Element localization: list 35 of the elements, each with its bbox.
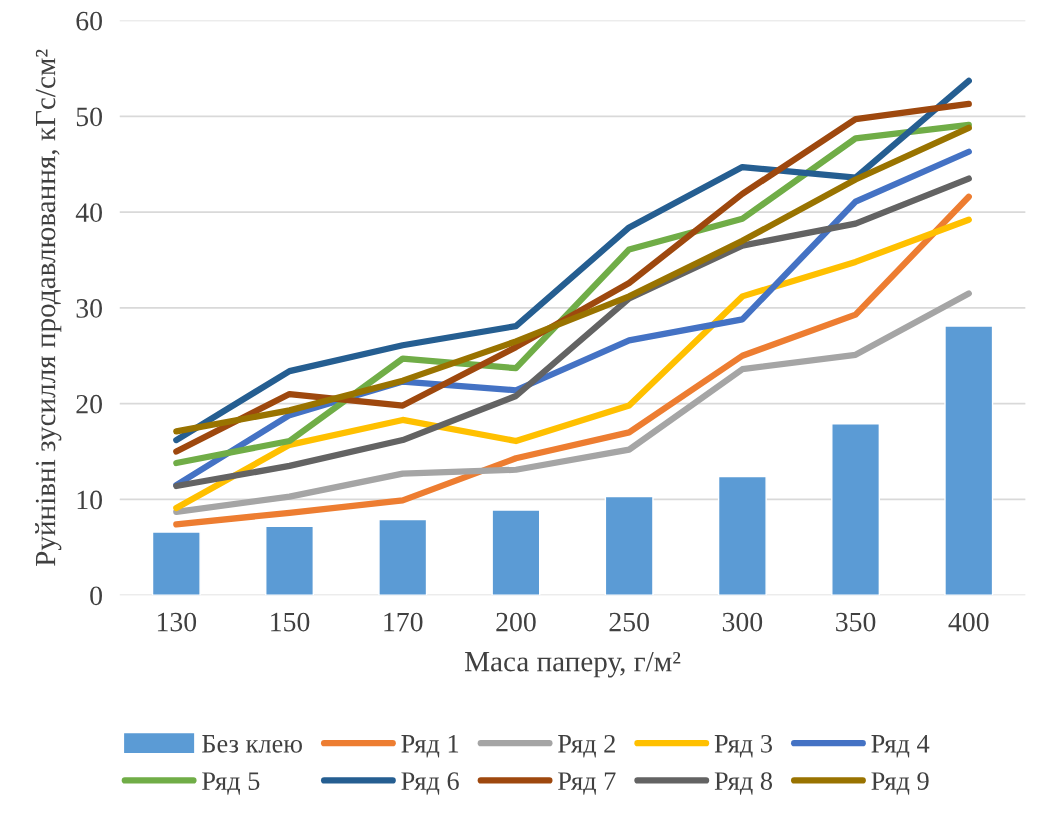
bar xyxy=(717,475,767,596)
bar xyxy=(491,509,541,596)
bar xyxy=(604,495,654,596)
x-tick-label: 350 xyxy=(836,612,876,632)
legend-label: Ряд 7 xyxy=(558,772,616,795)
x-tick-label: 400 xyxy=(948,612,989,632)
bar xyxy=(265,525,314,596)
bar xyxy=(151,531,201,596)
bar xyxy=(944,325,994,596)
y-tick-label: 20 xyxy=(76,394,102,414)
bar xyxy=(831,423,881,596)
legend-label: Ряд 4 xyxy=(871,735,930,758)
legend-label: Без клею xyxy=(202,735,302,753)
legend-label: Ряд 3 xyxy=(714,734,772,758)
y-tick-label: 60 xyxy=(76,11,102,31)
y-tick-label: 30 xyxy=(76,299,102,318)
y-tick-label: 0 xyxy=(90,586,102,606)
y-axis-title: Руйнівні зусилля продавлювання, кГс/см² xyxy=(35,49,62,567)
legend-label: Ряд 9 xyxy=(871,772,929,795)
x-tick-label: 170 xyxy=(384,612,423,632)
bar xyxy=(378,518,428,596)
legend-label: Ряд 6 xyxy=(401,772,459,795)
x-tick-label: 250 xyxy=(609,612,649,632)
legend-label: Ряд 8 xyxy=(714,772,773,795)
y-tick-label: 50 xyxy=(76,107,102,127)
x-axis-title: Маса паперу, г/м² xyxy=(464,651,681,678)
y-tick-label: 40 xyxy=(75,203,102,222)
x-tick-label: 130 xyxy=(157,612,197,632)
legend-label: Ряд 2 xyxy=(558,734,615,758)
y-tick-label: 10 xyxy=(77,490,102,510)
legend-label: Ряд 1 xyxy=(401,734,459,758)
x-tick-label: 150 xyxy=(271,612,310,632)
x-tick-label: 300 xyxy=(722,612,763,632)
x-tick-label: 200 xyxy=(496,612,536,632)
legend-label: Ряд 5 xyxy=(202,772,260,795)
